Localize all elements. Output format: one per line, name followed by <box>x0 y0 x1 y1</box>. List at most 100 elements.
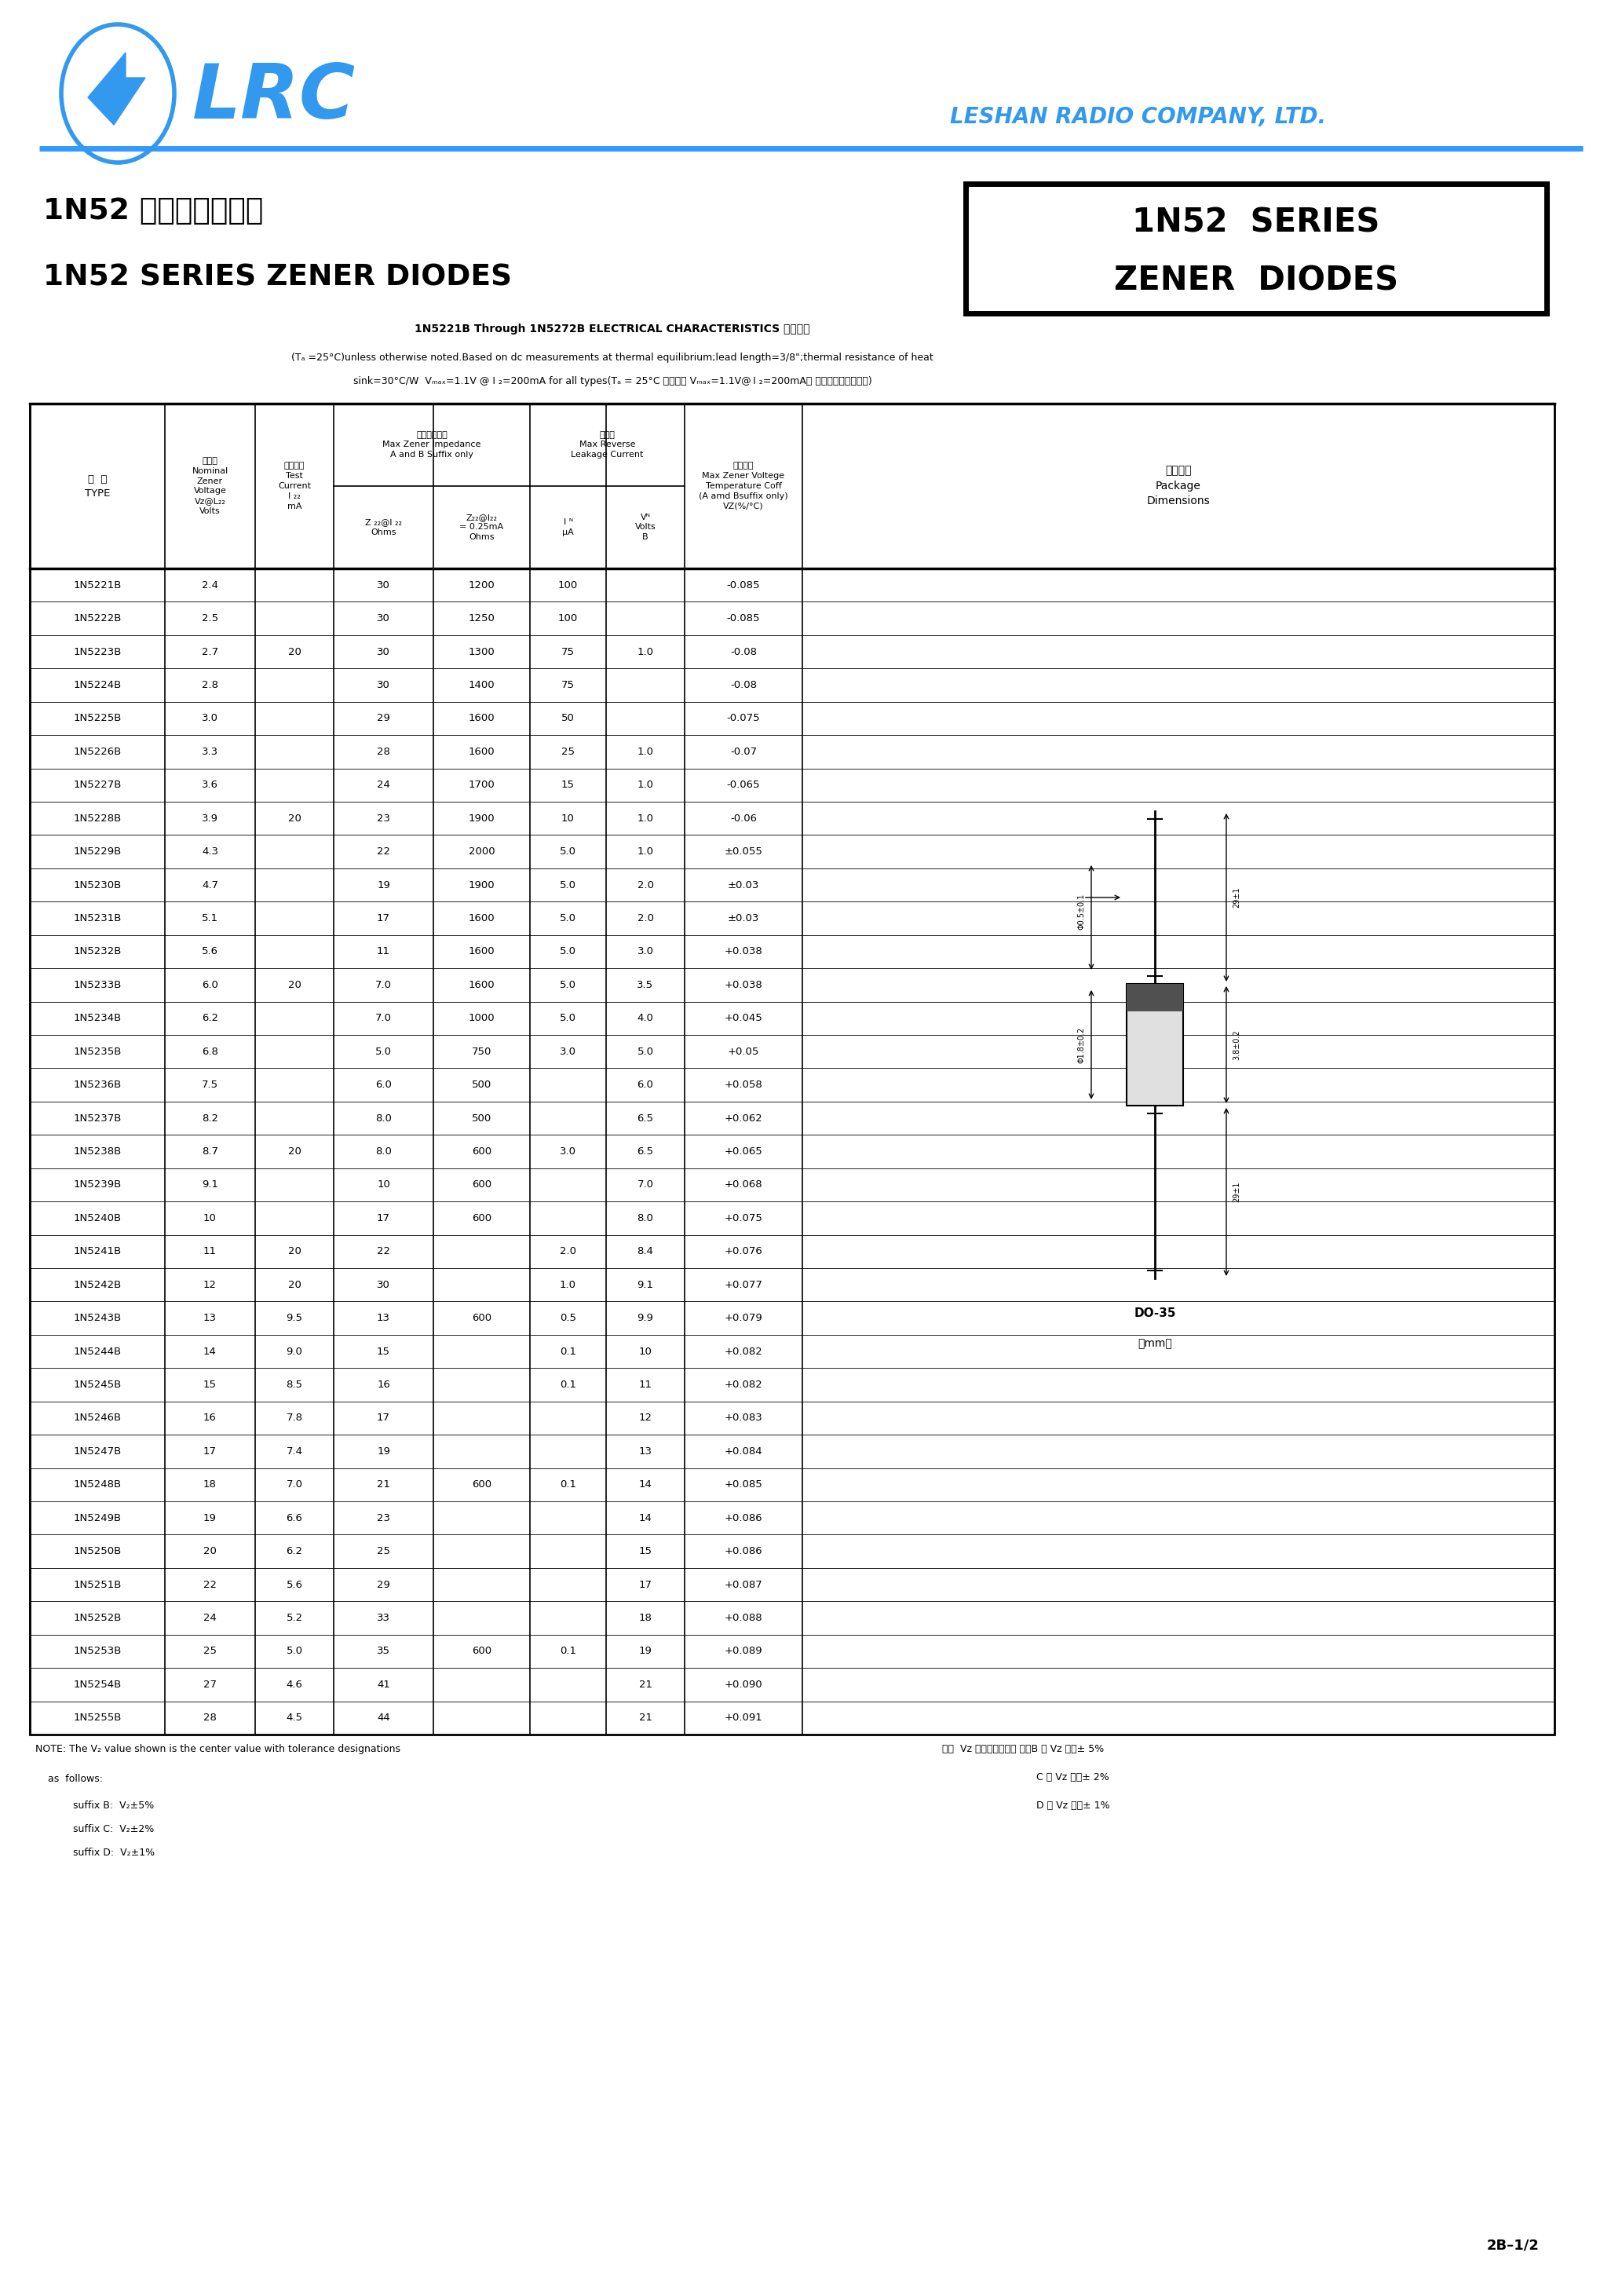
Text: 1N5232B: 1N5232B <box>73 946 122 957</box>
Text: 6.5: 6.5 <box>637 1114 654 1123</box>
Text: +0.089: +0.089 <box>725 1646 762 1655</box>
Text: 20: 20 <box>287 1279 302 1290</box>
Text: 29±1: 29±1 <box>1233 1182 1241 1203</box>
Text: +0.05: +0.05 <box>728 1047 759 1056</box>
Text: 1N5238B: 1N5238B <box>73 1146 122 1157</box>
Text: 41: 41 <box>376 1678 391 1690</box>
Text: 2.7: 2.7 <box>201 647 219 657</box>
Text: 1N5221B Through 1N5272B ELECTRICAL CHARACTERISTICS 电性参数: 1N5221B Through 1N5272B ELECTRICAL CHARA… <box>415 324 809 335</box>
Text: 9.1: 9.1 <box>637 1279 654 1290</box>
Text: 6.2: 6.2 <box>201 1013 219 1024</box>
Text: 3.0: 3.0 <box>637 946 654 957</box>
Text: 3.0: 3.0 <box>560 1047 576 1056</box>
Text: 1600: 1600 <box>469 714 495 723</box>
Text: 1N52  SERIES: 1N52 SERIES <box>1132 207 1380 239</box>
Text: 20: 20 <box>287 647 302 657</box>
Text: 5.0: 5.0 <box>560 946 576 957</box>
Text: -0.085: -0.085 <box>727 581 761 590</box>
Text: 5.2: 5.2 <box>285 1612 303 1623</box>
Text: 600: 600 <box>472 1646 491 1655</box>
Text: 漏电流
Max Reverse
Leakage Current: 漏电流 Max Reverse Leakage Current <box>571 432 644 459</box>
Text: 17: 17 <box>376 1412 391 1424</box>
Text: +0.079: +0.079 <box>725 1313 762 1322</box>
Text: 1.0: 1.0 <box>637 813 654 824</box>
Text: 5.0: 5.0 <box>375 1047 393 1056</box>
Text: D 档 Vz 容差± 1%: D 档 Vz 容差± 1% <box>942 1800 1109 1812</box>
Text: 3.6: 3.6 <box>201 781 219 790</box>
Text: 1N5222B: 1N5222B <box>73 613 122 625</box>
Text: +0.058: +0.058 <box>725 1079 762 1091</box>
Text: 型  号
TYPE: 型 号 TYPE <box>84 473 110 498</box>
Text: 3.5: 3.5 <box>637 980 654 990</box>
Text: 1N5242B: 1N5242B <box>73 1279 122 1290</box>
Text: 25: 25 <box>203 1646 217 1655</box>
Text: 20: 20 <box>287 1247 302 1256</box>
Text: 1600: 1600 <box>469 914 495 923</box>
Text: 21: 21 <box>639 1713 652 1722</box>
Text: 4.3: 4.3 <box>201 847 219 856</box>
Text: +0.083: +0.083 <box>725 1412 762 1424</box>
Text: NOTE: The V₂ value shown is the center value with tolerance designations: NOTE: The V₂ value shown is the center v… <box>36 1745 401 1754</box>
Text: 1N5249B: 1N5249B <box>73 1513 122 1522</box>
Text: 5.0: 5.0 <box>560 1013 576 1024</box>
Text: 1N5247B: 1N5247B <box>73 1446 122 1456</box>
Text: ±0.055: ±0.055 <box>725 847 762 856</box>
Text: 16: 16 <box>203 1412 217 1424</box>
Text: 35: 35 <box>376 1646 391 1655</box>
Text: 30: 30 <box>376 647 391 657</box>
Text: 30: 30 <box>376 581 391 590</box>
Text: 23: 23 <box>376 1513 391 1522</box>
Text: 7.5: 7.5 <box>201 1079 219 1091</box>
Text: 3.0: 3.0 <box>560 1146 576 1157</box>
Text: 1.0: 1.0 <box>560 1279 576 1290</box>
Text: 3.3: 3.3 <box>201 746 219 758</box>
Bar <box>1127 983 1182 1010</box>
Text: 1N5251B: 1N5251B <box>73 1580 122 1589</box>
Text: 13: 13 <box>203 1313 217 1322</box>
Bar <box>1127 983 1182 1107</box>
Text: +0.038: +0.038 <box>725 980 762 990</box>
Text: 22: 22 <box>376 847 391 856</box>
Text: -0.08: -0.08 <box>730 647 757 657</box>
Text: 1900: 1900 <box>469 879 495 891</box>
Text: 20: 20 <box>287 980 302 990</box>
Text: 30: 30 <box>376 1279 391 1290</box>
Text: +0.062: +0.062 <box>725 1114 762 1123</box>
Text: 10: 10 <box>376 1180 391 1189</box>
Text: 500: 500 <box>472 1114 491 1123</box>
Text: 1N5243B: 1N5243B <box>73 1313 122 1322</box>
Text: 1N5225B: 1N5225B <box>73 714 122 723</box>
Text: 1N52 SERIES ZENER DIODES: 1N52 SERIES ZENER DIODES <box>44 264 513 292</box>
Text: 8.0: 8.0 <box>637 1212 654 1224</box>
Text: 19: 19 <box>376 879 391 891</box>
Text: 3.9: 3.9 <box>201 813 219 824</box>
Text: 1N5240B: 1N5240B <box>73 1212 122 1224</box>
Text: 2000: 2000 <box>469 847 495 856</box>
Text: +0.038: +0.038 <box>725 946 762 957</box>
Text: 17: 17 <box>203 1446 217 1456</box>
Text: ZENER  DIODES: ZENER DIODES <box>1114 264 1398 296</box>
Text: suffix C:  V₂±2%: suffix C: V₂±2% <box>36 1823 154 1835</box>
Text: 7.4: 7.4 <box>285 1446 303 1456</box>
Text: 8.2: 8.2 <box>201 1114 219 1123</box>
Text: 1N5224B: 1N5224B <box>73 680 122 691</box>
Text: 1200: 1200 <box>469 581 495 590</box>
Text: 4.6: 4.6 <box>285 1678 303 1690</box>
Text: 1400: 1400 <box>469 680 495 691</box>
Text: 2.0: 2.0 <box>560 1247 576 1256</box>
Text: +0.084: +0.084 <box>725 1446 762 1456</box>
Text: 9.9: 9.9 <box>637 1313 654 1322</box>
Text: 15: 15 <box>376 1345 391 1357</box>
Text: 1N5236B: 1N5236B <box>73 1079 122 1091</box>
Text: 7.0: 7.0 <box>375 980 393 990</box>
Text: suffix D:  V₂±1%: suffix D: V₂±1% <box>36 1848 154 1857</box>
Text: 12: 12 <box>203 1279 217 1290</box>
Polygon shape <box>88 53 146 124</box>
Text: 21: 21 <box>639 1678 652 1690</box>
Text: 8.0: 8.0 <box>375 1114 391 1123</box>
Text: 6.0: 6.0 <box>637 1079 654 1091</box>
Text: +0.068: +0.068 <box>725 1180 762 1189</box>
Text: 8.5: 8.5 <box>285 1380 303 1389</box>
Text: 8.4: 8.4 <box>637 1247 654 1256</box>
Text: 28: 28 <box>203 1713 217 1722</box>
